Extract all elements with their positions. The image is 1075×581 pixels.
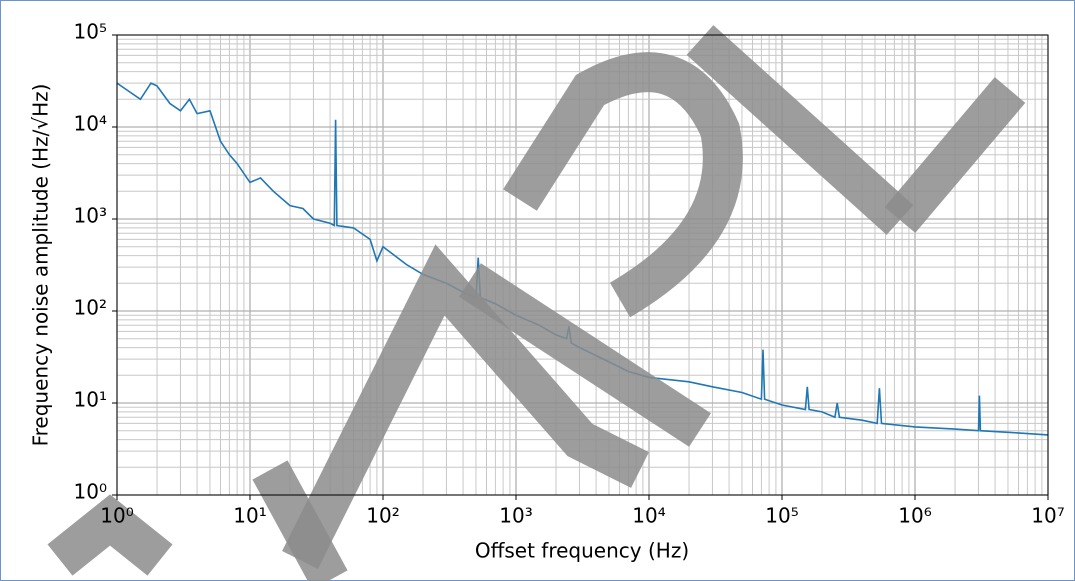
y-tick-label: 10⁵: [74, 20, 107, 44]
y-tick-label: 10⁰: [74, 480, 107, 504]
x-tick-label: 10⁵: [765, 504, 798, 528]
y-tick-label: 10²: [74, 296, 107, 320]
x-tick-label: 10⁴: [632, 504, 665, 528]
y-tick-label: 10⁴: [74, 112, 107, 136]
y-axis-label: Frequency noise amplitude (Hz/√Hz): [29, 84, 53, 447]
x-tick-label: 10⁶: [898, 504, 931, 528]
x-tick-label: 10³: [499, 504, 532, 528]
x-tick-label: 10¹: [233, 504, 266, 528]
x-axis-label: Offset frequency (Hz): [475, 539, 689, 563]
y-tick-label: 10¹: [74, 388, 107, 412]
watermark: [47, 25, 1026, 581]
y-tick-label: 10³: [74, 204, 107, 228]
plot-frame: [116, 34, 1049, 496]
x-tick-label: 10⁰: [100, 504, 133, 528]
x-tick-label: 10²: [366, 504, 399, 528]
x-tick-label: 10⁷: [1031, 504, 1064, 528]
